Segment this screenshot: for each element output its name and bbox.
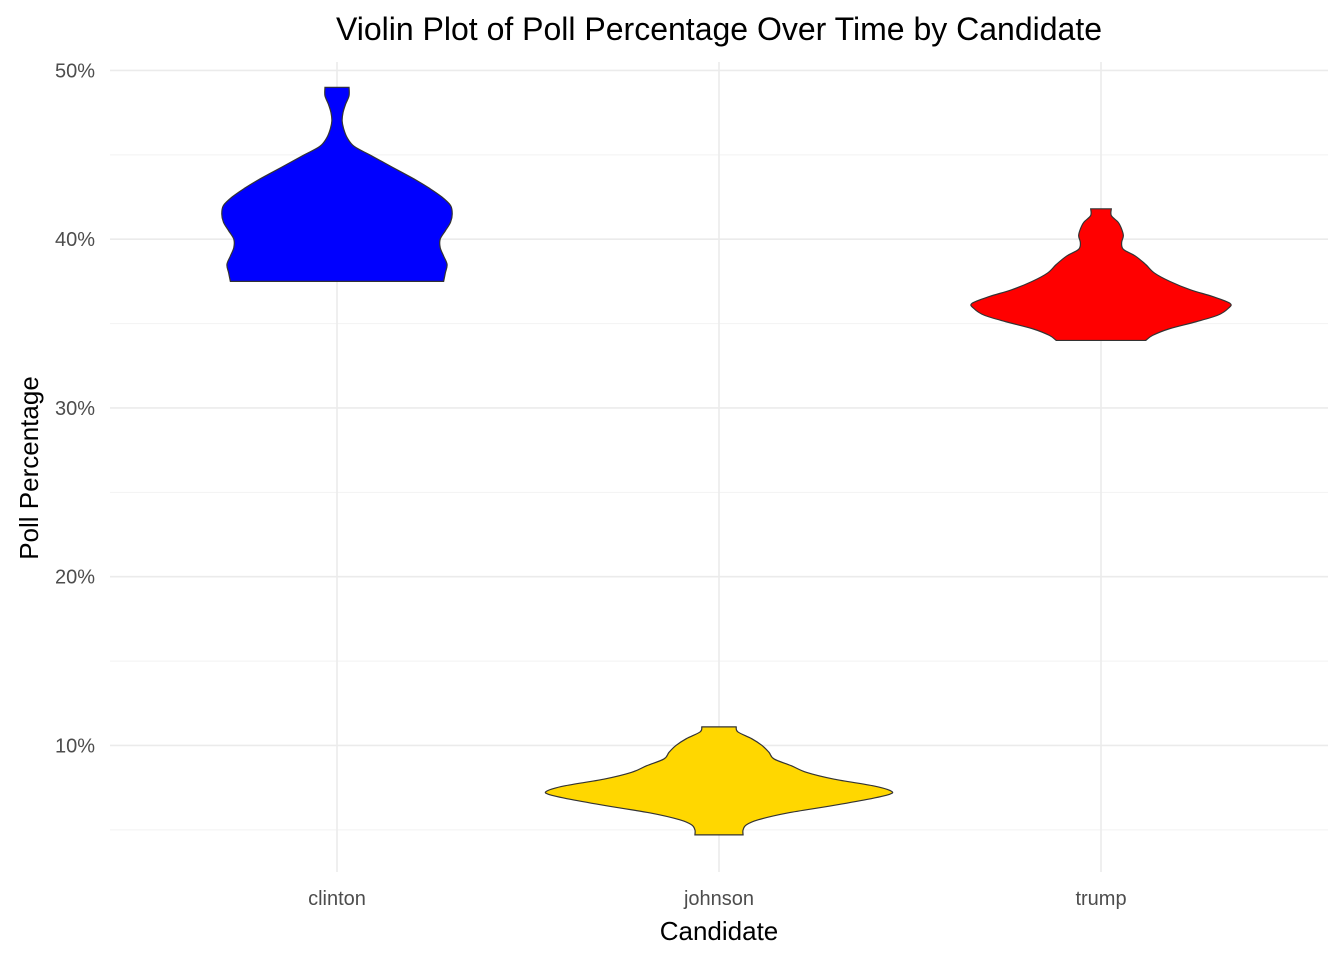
x-tick-label: clinton	[308, 888, 366, 910]
violin-clinton	[221, 86, 453, 282]
y-tick-label: 50%	[55, 60, 95, 82]
y-axis-title: Poll Percentage	[14, 376, 44, 560]
y-tick-label: 10%	[55, 735, 95, 757]
y-axis-tick-labels: 10% 20% 30% 40% 50%	[55, 60, 95, 757]
x-axis-title: Candidate	[660, 916, 779, 946]
y-tick-label: 40%	[55, 229, 95, 251]
violin-trump	[970, 208, 1232, 342]
violin-layer	[221, 86, 1232, 836]
y-tick-label: 20%	[55, 567, 95, 589]
x-axis-tick-labels: clinton johnson trump	[308, 888, 1126, 910]
violin-johnson	[544, 726, 894, 836]
y-tick-label: 30%	[55, 398, 95, 420]
x-tick-label: johnson	[683, 888, 754, 910]
x-tick-label: trump	[1075, 888, 1126, 910]
chart-title: Violin Plot of Poll Percentage Over Time…	[336, 11, 1102, 47]
